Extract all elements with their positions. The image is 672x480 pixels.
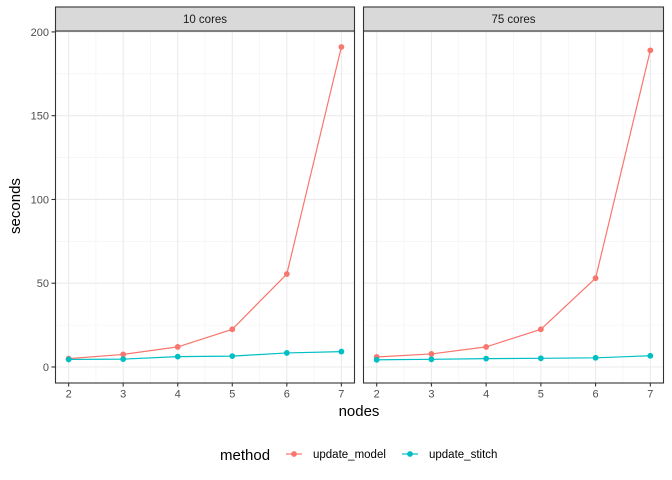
x-tick-label: 5 xyxy=(538,389,544,401)
data-point-update_stitch xyxy=(338,348,345,355)
legend-key-point xyxy=(291,451,297,457)
facet-strip-label: 10 cores xyxy=(183,14,227,26)
data-point-update_model xyxy=(283,271,290,277)
y-axis-title: seconds xyxy=(7,178,24,234)
x-tick-label: 7 xyxy=(338,389,344,401)
x-tick-label: 3 xyxy=(120,389,126,401)
x-tick-label: 4 xyxy=(175,389,181,401)
y-tick-label: 200 xyxy=(31,27,49,39)
data-point-update_model xyxy=(338,44,345,50)
x-axes: 2 3 4 5 6 7 2 3 4 5 6 7 xyxy=(66,383,653,401)
data-point-update_stitch xyxy=(592,354,599,361)
x-axis-title: nodes xyxy=(339,403,380,420)
facet-panels: 10 cores 75 cores xyxy=(54,6,665,384)
data-point-update_stitch xyxy=(229,353,236,360)
data-point-update_model xyxy=(537,326,544,333)
series-line-update_model xyxy=(68,46,342,360)
data-point-update_model xyxy=(174,343,181,350)
data-point-update_model xyxy=(647,47,654,54)
data-point-update_stitch xyxy=(537,355,544,362)
x-tick-label: 6 xyxy=(284,389,290,401)
data-point-update_stitch xyxy=(174,353,181,360)
series-line-update_stitch xyxy=(376,355,651,361)
x-tick-label: 2 xyxy=(374,389,380,401)
data-point-update_model xyxy=(120,351,127,358)
legend-entry-update_model: update_model xyxy=(286,449,386,461)
legend-label: update_stitch xyxy=(429,449,497,461)
facet-strip xyxy=(362,6,665,32)
y-axis: 0 50 100 150 200 xyxy=(31,27,55,374)
data-point-update_model xyxy=(229,326,236,333)
data-point-update_stitch xyxy=(120,356,127,363)
series-line-update_stitch xyxy=(68,350,342,361)
y-tick-label: 0 xyxy=(43,362,49,374)
legend-entry-update_stitch: update_stitch xyxy=(402,449,497,461)
data-point-update_stitch xyxy=(373,356,380,363)
x-axis-panel-2: 2 3 4 5 6 7 xyxy=(374,383,653,401)
x-tick-label: 4 xyxy=(483,389,489,401)
legend-key-point xyxy=(407,451,413,457)
x-tick-label: 6 xyxy=(593,389,599,401)
data-point-update_model xyxy=(483,343,490,350)
legend-title: method xyxy=(220,447,270,464)
x-tick-label: 7 xyxy=(647,389,653,401)
y-tick-label: 150 xyxy=(31,111,49,123)
data-point-update_model xyxy=(428,351,435,357)
data-point-update_stitch xyxy=(65,356,72,363)
data-point-update_stitch xyxy=(647,352,654,359)
x-tick-label: 3 xyxy=(428,389,434,401)
data-point-update_stitch xyxy=(283,350,290,356)
y-tick-label: 100 xyxy=(31,194,49,206)
y-tick-label: 50 xyxy=(37,278,49,290)
data-point-update_model xyxy=(592,275,599,282)
series-line-update_model xyxy=(376,50,651,358)
data-point-update_stitch xyxy=(428,356,435,363)
facet-panel-2: 75 cores xyxy=(362,6,665,384)
x-tick-label: 5 xyxy=(229,389,235,401)
facet-strip xyxy=(54,6,356,32)
x-tick-label: 2 xyxy=(66,389,72,401)
facet-panel-1: 10 cores xyxy=(54,6,356,384)
facet-strip-label: 75 cores xyxy=(491,14,535,26)
data-point-update_stitch xyxy=(483,355,490,362)
legend-label: update_model xyxy=(313,449,386,461)
legend: method update_model update_stitch xyxy=(220,447,497,464)
x-axis-panel-1: 2 3 4 5 6 7 xyxy=(66,383,344,401)
